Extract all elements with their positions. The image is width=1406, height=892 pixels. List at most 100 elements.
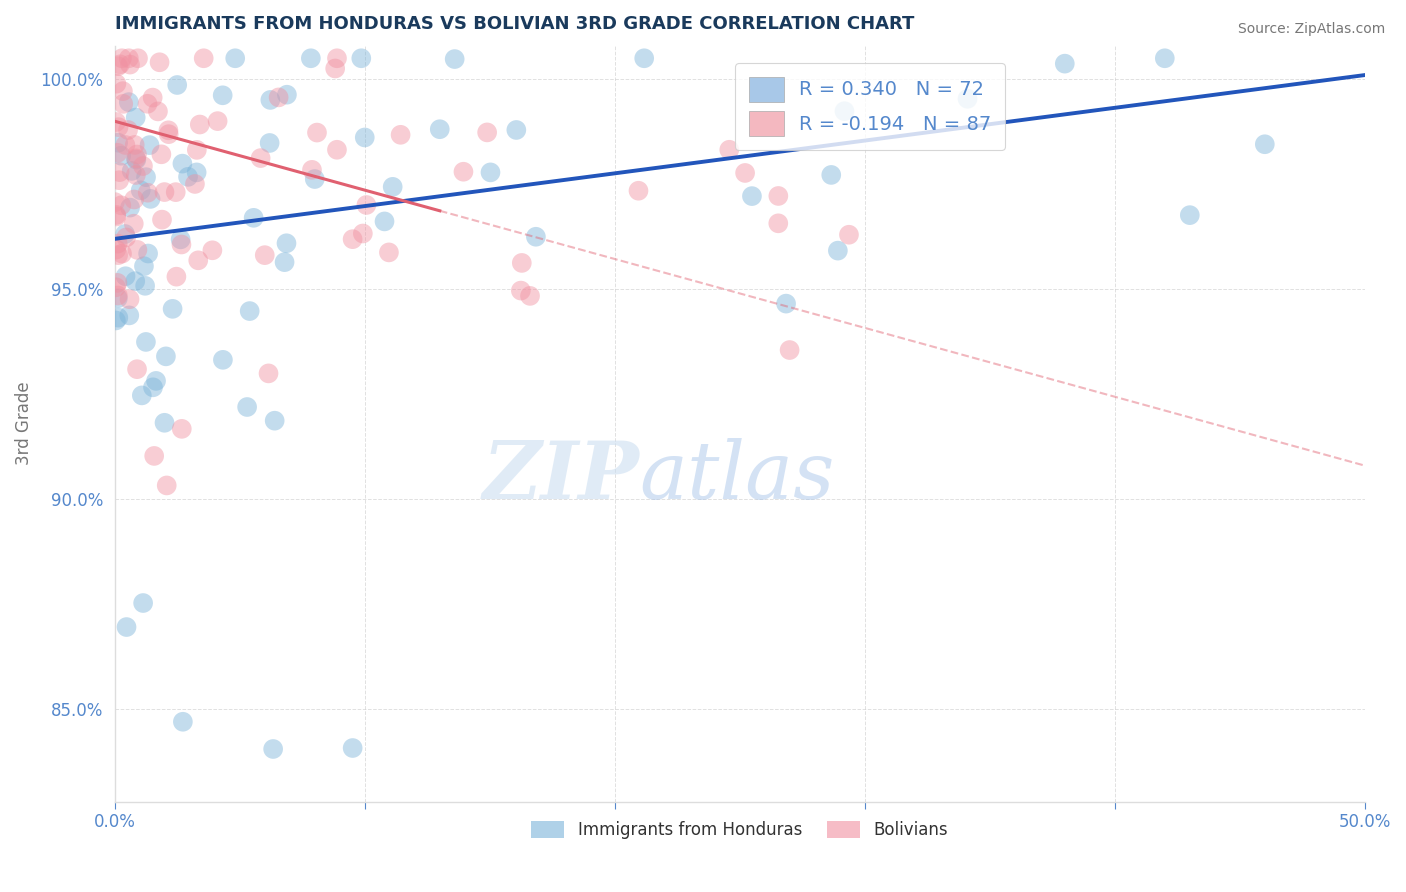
Point: [429, 122, 451, 136]
Point: [124, 137, 146, 152]
Point: [838, 227, 860, 242]
Point: [267, 90, 290, 104]
Point: [305, 126, 328, 140]
Point: [211, 88, 233, 103]
Point: [165, 269, 187, 284]
Point: [166, 78, 188, 92]
Point: [125, 111, 148, 125]
Point: [627, 184, 650, 198]
Point: [524, 229, 547, 244]
Text: ZIP: ZIP: [482, 438, 640, 516]
Point: [155, 350, 177, 364]
Point: [118, 292, 141, 306]
Point: [633, 51, 655, 65]
Point: [110, 198, 132, 212]
Point: [125, 147, 148, 161]
Point: [145, 374, 167, 388]
Point: [150, 212, 173, 227]
Point: [111, 51, 134, 65]
Point: [718, 143, 741, 157]
Point: [239, 304, 262, 318]
Point: [768, 189, 790, 203]
Point: [105, 77, 128, 91]
Point: [262, 742, 284, 756]
Point: [373, 214, 395, 228]
Point: [301, 162, 323, 177]
Point: [834, 104, 856, 119]
Point: [142, 380, 165, 394]
Point: [169, 232, 191, 246]
Point: [177, 169, 200, 184]
Point: [125, 362, 148, 376]
Point: [107, 288, 129, 302]
Point: [105, 243, 128, 257]
Point: [135, 334, 157, 349]
Point: [519, 289, 541, 303]
Point: [107, 248, 129, 262]
Point: [453, 165, 475, 179]
Point: [165, 185, 187, 199]
Point: [768, 216, 790, 230]
Point: [129, 183, 152, 197]
Point: [224, 51, 246, 65]
Point: [136, 246, 159, 260]
Point: [108, 173, 131, 187]
Point: [326, 51, 349, 65]
Point: [342, 741, 364, 756]
Point: [259, 93, 281, 107]
Point: [118, 309, 141, 323]
Point: [132, 159, 155, 173]
Point: [111, 246, 134, 260]
Point: [125, 168, 148, 182]
Point: [142, 90, 165, 104]
Point: [132, 259, 155, 273]
Point: [156, 478, 179, 492]
Point: [117, 123, 139, 137]
Point: [352, 227, 374, 241]
Point: [118, 57, 141, 71]
Point: [122, 193, 145, 207]
Point: [186, 165, 208, 179]
Point: [326, 143, 349, 157]
Point: [276, 236, 298, 251]
Point: [157, 123, 180, 137]
Point: [118, 95, 141, 109]
Point: [107, 145, 129, 160]
Point: [114, 138, 136, 153]
Point: [157, 127, 180, 141]
Text: IMMIGRANTS FROM HONDURAS VS BOLIVIAN 3RD GRADE CORRELATION CHART: IMMIGRANTS FROM HONDURAS VS BOLIVIAN 3RD…: [115, 15, 914, 33]
Point: [148, 55, 170, 70]
Text: atlas: atlas: [640, 438, 835, 516]
Point: [127, 243, 149, 257]
Point: [188, 118, 211, 132]
Point: [479, 165, 502, 179]
Point: [112, 96, 135, 111]
Point: [253, 248, 276, 262]
Point: [212, 352, 235, 367]
Point: [273, 255, 295, 269]
Text: Source: ZipAtlas.com: Source: ZipAtlas.com: [1237, 22, 1385, 37]
Point: [135, 170, 157, 185]
Point: [304, 172, 326, 186]
Point: [108, 165, 131, 179]
Point: [381, 179, 404, 194]
Point: [121, 164, 143, 178]
Point: [111, 84, 134, 98]
Point: [118, 51, 141, 65]
Point: [115, 620, 138, 634]
Point: [342, 232, 364, 246]
Point: [299, 51, 322, 65]
Point: [170, 237, 193, 252]
Point: [259, 136, 281, 150]
Point: [107, 136, 129, 150]
Point: [107, 59, 129, 73]
Point: [1053, 56, 1076, 70]
Point: [356, 198, 378, 212]
Point: [172, 156, 194, 170]
Point: [443, 52, 465, 66]
Point: [172, 714, 194, 729]
Y-axis label: 3rd Grade: 3rd Grade: [15, 382, 32, 466]
Point: [108, 57, 131, 71]
Point: [249, 151, 271, 165]
Point: [104, 313, 127, 327]
